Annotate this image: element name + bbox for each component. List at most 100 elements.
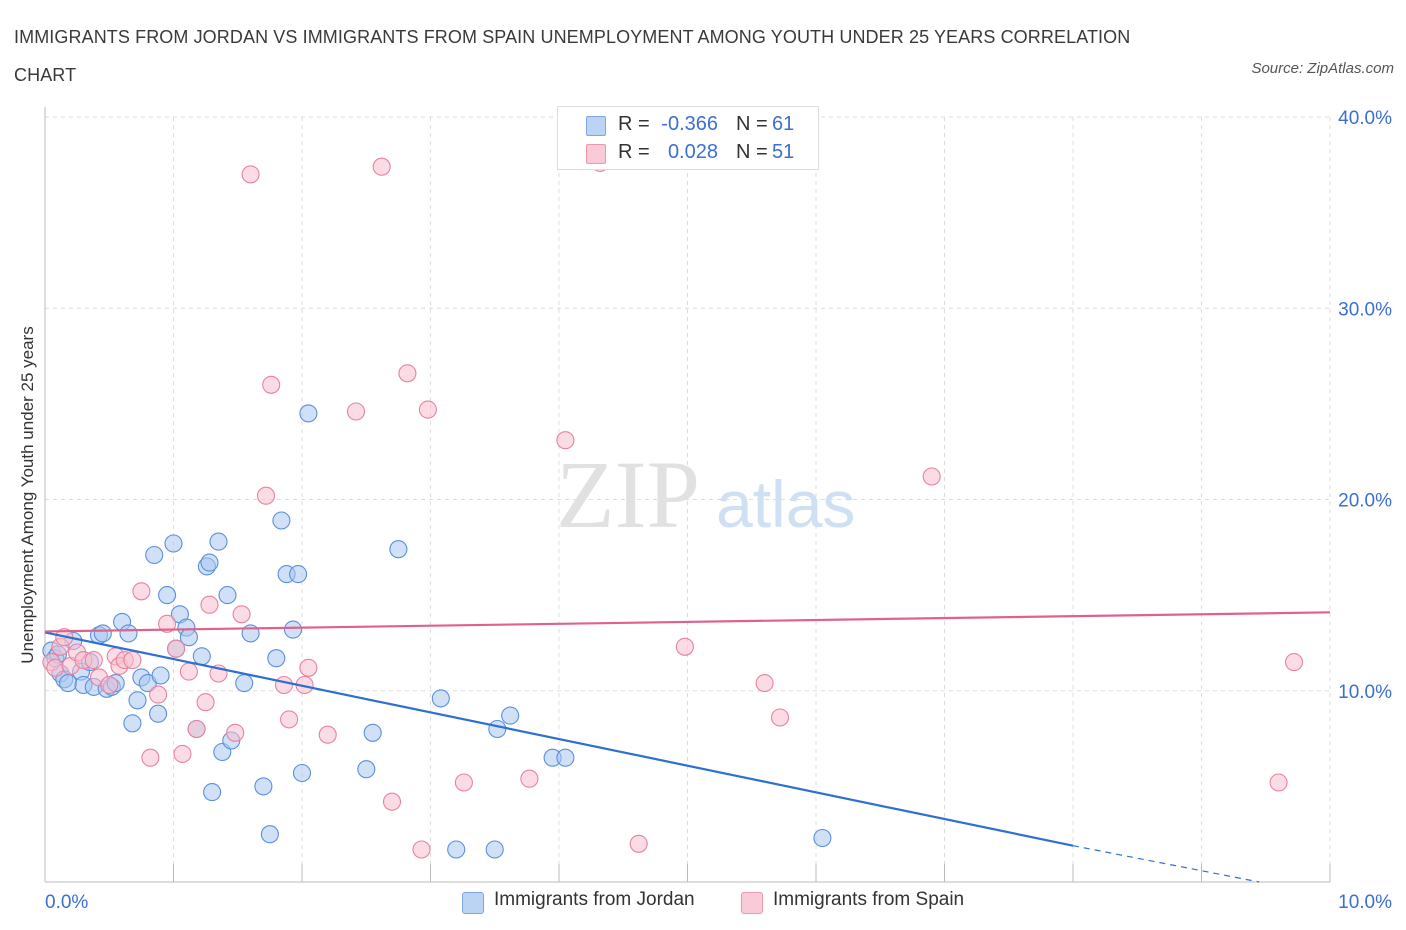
trend-line-spain <box>44 611 1331 633</box>
data-point-spain <box>398 364 417 383</box>
data-point-jordan <box>192 647 211 666</box>
data-point-jordan <box>93 624 112 643</box>
chart-title: IMMIGRANTS FROM JORDAN VS IMMIGRANTS FRO… <box>14 27 1131 85</box>
data-point-spain <box>755 674 774 693</box>
data-point-jordan <box>158 586 177 605</box>
data-point-spain <box>187 719 206 739</box>
data-point-spain <box>84 651 103 670</box>
correlation-legend: R = -0.366 N = 61 R = 0.028 N = 51 <box>557 106 819 170</box>
data-point-spain <box>241 165 260 184</box>
data-point-jordan <box>363 723 382 742</box>
trend-line-jordan <box>44 631 1074 847</box>
data-point-spain <box>382 792 402 811</box>
data-point-jordan <box>357 760 376 779</box>
data-point-spain <box>299 658 318 677</box>
y-tick-label: 40.0% <box>1338 108 1392 129</box>
data-point-spain <box>1284 653 1304 672</box>
legend-swatch-jordan <box>586 116 606 136</box>
watermark-zip: ZIP <box>556 441 700 548</box>
series-legend-swatch-jordan <box>462 892 484 914</box>
y-tick-label: 20.0% <box>1338 491 1392 512</box>
data-point-spain <box>173 744 192 763</box>
data-point-spain <box>675 637 694 656</box>
axes <box>44 107 1331 883</box>
data-point-spain <box>141 748 160 767</box>
data-point-jordan <box>485 840 504 859</box>
legend-r-label: R = <box>618 113 650 135</box>
trend-lines <box>44 611 1331 883</box>
data-point-spain <box>520 769 539 788</box>
data-point-spain <box>226 723 245 742</box>
data-point-spain <box>200 595 219 614</box>
x-tick-label: 10.0% <box>1338 892 1392 913</box>
data-point-jordan <box>200 553 219 572</box>
data-point-jordan <box>289 565 308 584</box>
chart-source: Source: ZipAtlas.com <box>1251 60 1394 77</box>
legend-r-value: 0.028 <box>667 141 718 163</box>
data-point-jordan <box>299 404 318 423</box>
data-point-jordan <box>431 689 450 708</box>
series-legend-label-jordan: Immigrants from Jordan <box>494 889 695 910</box>
y-tick-label: 30.0% <box>1338 299 1392 320</box>
data-point-spain <box>158 614 177 633</box>
data-point-spain <box>262 375 281 394</box>
data-point-jordan <box>556 748 575 767</box>
data-point-spain <box>346 402 366 421</box>
data-point-jordan <box>283 620 303 639</box>
data-point-jordan <box>149 704 168 723</box>
data-point-jordan <box>447 840 466 859</box>
data-point-jordan <box>145 545 164 565</box>
data-point-jordan <box>488 719 507 739</box>
data-point-jordan <box>209 532 228 551</box>
data-point-spain <box>100 675 119 695</box>
data-point-spain <box>232 605 251 624</box>
data-point-jordan <box>119 624 138 643</box>
data-point-jordan <box>218 586 237 605</box>
legend-r-value: -0.366 <box>661 113 718 135</box>
data-point-spain <box>318 725 337 744</box>
watermark: ZIP atlas <box>556 441 855 548</box>
data-point-spain <box>770 708 790 727</box>
data-point-spain <box>123 651 142 670</box>
data-point-jordan <box>164 534 183 553</box>
data-point-spain <box>274 675 294 695</box>
legend-swatch-spain <box>586 144 606 164</box>
data-point-spain <box>179 662 198 681</box>
data-point-jordan <box>260 825 279 844</box>
data-point-spain <box>1269 773 1288 792</box>
data-point-jordan <box>501 706 520 725</box>
data-point-spain <box>372 157 391 176</box>
data-point-jordan <box>123 714 142 733</box>
data-point-jordan <box>813 828 832 848</box>
tick-labels: 10.0% 20.0% 30.0% 40.0% 0.0% 10.0% <box>45 108 1392 913</box>
legend-n-value: 51 <box>772 141 795 163</box>
legend-r-label: R = <box>618 141 650 163</box>
trend-line-jordan-extension <box>1072 845 1260 883</box>
legend-n-value: 61 <box>772 113 795 135</box>
data-point-jordan <box>254 777 273 796</box>
y-tick-label: 10.0% <box>1338 682 1392 703</box>
data-point-spain <box>167 639 186 658</box>
data-point-spain <box>922 467 941 486</box>
data-point-jordan <box>203 783 222 802</box>
data-point-spain <box>256 486 276 505</box>
data-point-jordan <box>272 511 291 530</box>
series-jordan-points <box>42 404 832 859</box>
data-point-spain <box>629 834 648 853</box>
y-axis-label: Unemployment Among Youth under 25 years <box>18 326 37 664</box>
data-point-spain <box>46 658 65 677</box>
data-point-spain <box>556 431 575 450</box>
x-tick-label: 0.0% <box>45 892 88 913</box>
data-point-spain <box>412 840 431 859</box>
data-point-spain <box>454 773 473 792</box>
legend-n-label: N = <box>736 141 768 163</box>
data-point-jordan <box>267 649 286 668</box>
data-point-jordan <box>292 763 312 783</box>
watermark-atlas: atlas <box>716 467 855 541</box>
series-legend-swatch-spain <box>741 892 763 914</box>
data-point-jordan <box>151 666 170 685</box>
series-legend-label-spain: Immigrants from Spain <box>773 889 965 910</box>
data-point-jordan <box>389 540 408 559</box>
data-point-jordan <box>128 691 147 710</box>
